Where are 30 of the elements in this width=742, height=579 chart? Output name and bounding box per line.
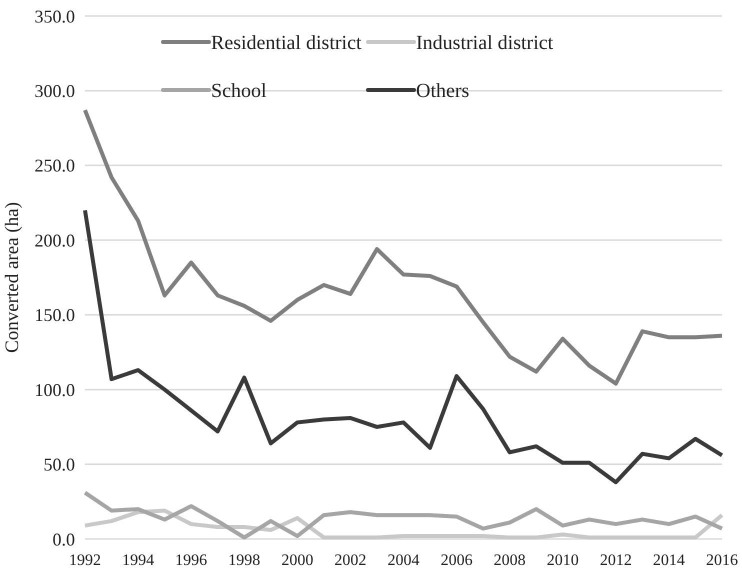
y-tick-label: 200.0 — [34, 230, 75, 250]
line-series — [83, 508, 724, 540]
x-tick-label: 1998 — [228, 552, 260, 569]
line-series — [83, 208, 724, 484]
x-tick-label: 1992 — [69, 552, 101, 569]
y-tick-label: 100.0 — [34, 380, 75, 400]
y-axis-title: Converted area (ha) — [2, 202, 23, 353]
x-tick-label: 2012 — [600, 552, 632, 569]
y-tick-label: 0.0 — [52, 529, 75, 550]
x-tick-label: 2014 — [652, 552, 685, 569]
x-tick-label: 2016 — [706, 552, 738, 569]
legend-label: Industrial district — [416, 32, 554, 54]
x-tick-label: 1996 — [175, 552, 208, 569]
y-tick-label: 250.0 — [34, 156, 75, 176]
line-series — [83, 490, 724, 540]
x-tick-label: 2002 — [334, 552, 366, 569]
y-tick-label: 300.0 — [34, 81, 75, 102]
x-tick-label: 1994 — [122, 552, 154, 569]
legend-label: Residential district — [211, 32, 362, 54]
x-tick-label: 2010 — [546, 552, 579, 569]
x-tick-label: 2008 — [494, 552, 526, 569]
y-tick-label: 50.0 — [44, 454, 75, 475]
y-tick-label: 150.0 — [34, 305, 75, 326]
x-tick-label: 2004 — [388, 552, 420, 569]
x-tick-label: 2000 — [281, 552, 314, 569]
line-series — [83, 108, 724, 386]
legend-label: Others — [416, 80, 470, 102]
legend-label: School — [211, 80, 267, 102]
y-tick-label: 350.0 — [34, 6, 75, 26]
x-tick-label: 2006 — [440, 552, 473, 569]
